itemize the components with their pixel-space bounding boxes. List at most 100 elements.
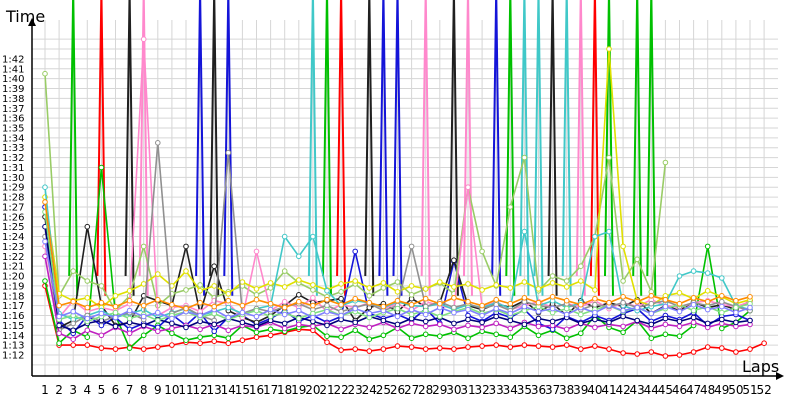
data-point [324,288,330,294]
data-point [662,296,669,303]
data-point [296,307,302,314]
data-point [535,286,542,292]
data-point [719,309,725,316]
data-point [324,333,330,340]
data-point [253,286,260,292]
data-point [155,309,161,316]
data-point [535,299,542,306]
series-line [44,285,765,357]
spike-line [533,0,544,296]
y-tick-label: 1:26 [2,212,24,223]
spike-line [561,0,572,296]
x-tick-label: 51 [742,383,757,397]
y-tick-label: 1:12 [2,351,24,362]
data-point [352,327,359,334]
data-point [98,310,105,317]
data-point [719,316,725,323]
data-point [338,301,344,308]
data-point [183,337,189,344]
data-point [225,335,232,342]
data-point [549,280,556,286]
y-tick-label: 1:20 [2,272,24,283]
data-point [253,313,260,320]
spike-line [575,0,586,296]
data-point [197,288,203,294]
data-point [42,278,48,284]
data-point [394,279,401,285]
data-point [98,164,105,171]
data-point [733,349,739,355]
x-tick-label: 30 [446,383,461,397]
data-point [155,140,161,146]
data-point [733,309,739,316]
data-point [155,317,161,324]
data-point [634,351,641,357]
axes [28,18,784,380]
x-tick-label: 38 [559,383,574,397]
data-point [225,314,232,321]
spike-line [420,0,431,296]
data-point [112,314,119,321]
data-point [366,299,373,306]
data-point [634,298,641,305]
data-point [704,243,711,250]
data-point [253,248,260,255]
data-point [634,304,641,311]
data-point [84,295,91,301]
y-axis-arrow-icon [28,18,36,26]
data-point [648,293,655,299]
data-point [112,346,119,352]
data-point [324,322,330,329]
data-point [704,298,711,305]
data-point [690,314,697,321]
x-tick-label: 17 [263,383,278,397]
data-point [747,304,753,311]
data-point [507,300,514,307]
data-point [197,334,203,341]
y-tick-label: 1:37 [2,104,24,115]
data-point [84,327,91,334]
data-point [690,319,697,326]
data-point [592,233,598,240]
data-point [324,339,330,346]
data-point [549,305,556,312]
data-point [140,322,147,329]
data-point [733,319,739,326]
data-point [437,313,443,320]
spike-line [364,0,375,296]
y-tick-label: 1:32 [2,153,24,164]
data-point [648,349,655,355]
x-tick-label: 14 [221,383,236,397]
series-14 [42,199,753,312]
data-point [267,280,274,286]
data-point [437,279,443,285]
data-point [126,288,133,294]
data-point [296,277,302,283]
data-point [253,296,260,303]
data-point [676,352,683,358]
data-point [140,332,147,339]
y-tick-label: 1:16 [2,311,24,322]
data-point [211,263,217,270]
data-point [563,335,570,342]
data-point [267,332,274,339]
data-point [211,303,217,310]
data-point [733,304,739,311]
data-point [662,303,669,310]
data-point [338,289,344,295]
data-point [225,297,232,304]
data-point [253,334,260,341]
data-point [422,311,429,318]
data-point [296,292,302,298]
data-point [549,344,556,350]
data-point [42,238,48,245]
data-point [56,302,62,309]
data-point [493,296,500,303]
y-tick-label: 1:41 [2,64,24,75]
data-point [479,302,485,309]
data-point [352,346,359,352]
data-point [479,287,485,293]
data-point [267,306,274,313]
data-point [479,319,485,326]
